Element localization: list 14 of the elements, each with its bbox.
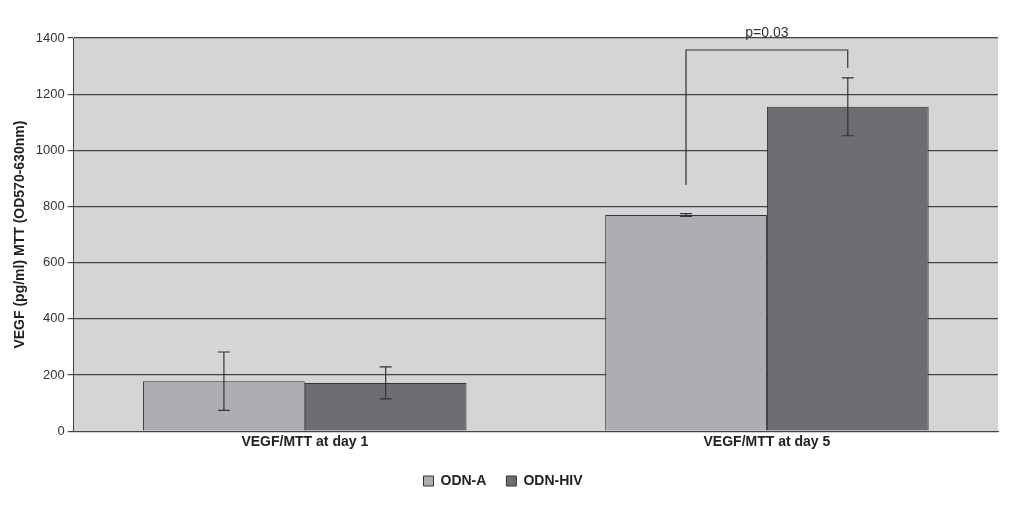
x-tick-label: VEGF/MTT at day 1 (241, 433, 369, 450)
y-tick-label: 1400 (35, 29, 65, 45)
y-axis-title: VEGF (pg/ml) MTT (OD570-630nm) (11, 120, 28, 349)
legend-label: ODN-HIV (523, 471, 584, 488)
y-tick-label: 1000 (35, 141, 65, 157)
x-tick-label: VEGF/MTT at day 5 (703, 433, 831, 450)
y-tick-label: 800 (43, 198, 65, 214)
y-tick-label: 1200 (35, 85, 65, 101)
y-tick-label: 600 (43, 254, 65, 270)
legend-label: ODN-A (440, 471, 487, 488)
y-tick-label: 400 (43, 310, 65, 326)
y-tick-label: 200 (43, 366, 65, 382)
annotation: p=0.03 (745, 24, 789, 40)
y-tick-label: 0 (57, 422, 65, 438)
